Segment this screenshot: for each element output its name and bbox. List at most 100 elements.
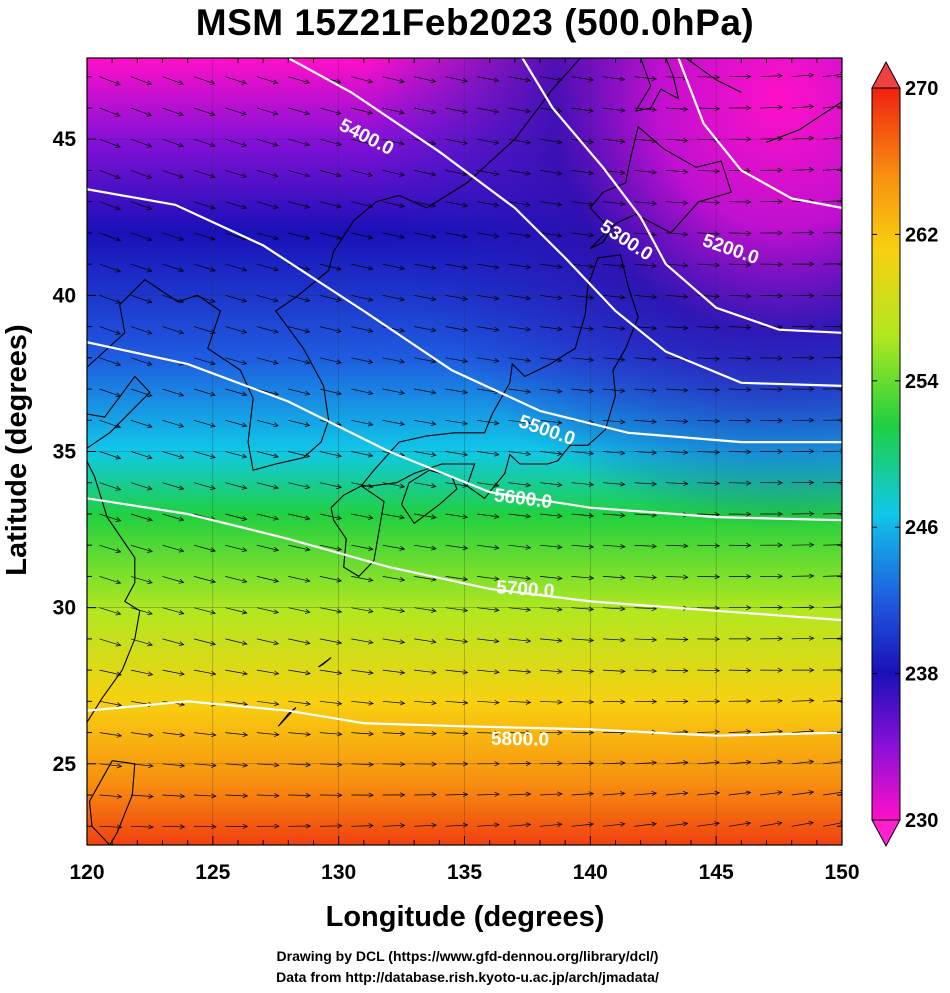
wind-vector-head xyxy=(430,327,437,333)
wind-vector xyxy=(193,388,216,396)
wind-vector xyxy=(823,761,842,765)
wind-vector-head xyxy=(336,110,342,115)
wind-vector-head xyxy=(273,515,279,521)
wind-vector xyxy=(351,544,373,550)
wind-vector-head xyxy=(305,701,311,707)
wind-vector-head xyxy=(588,201,595,207)
wind-vector xyxy=(445,544,468,549)
wind-vector-head xyxy=(430,389,437,395)
wind-vector-head xyxy=(745,821,752,827)
wind-vector xyxy=(791,606,814,609)
wind-vector-head xyxy=(431,761,438,767)
wind-vector xyxy=(539,482,562,486)
wind-vector xyxy=(162,544,184,552)
wind-vector-head xyxy=(146,80,153,86)
wind-vector xyxy=(697,232,720,235)
wind-vector xyxy=(602,232,625,236)
wind-vector xyxy=(225,544,247,552)
wind-vector xyxy=(571,388,594,392)
wind-vector xyxy=(193,794,216,797)
wind-vector xyxy=(256,794,279,797)
wind-vector-head xyxy=(462,358,469,364)
wind-vector-head xyxy=(241,422,248,428)
wind-vector-head xyxy=(209,298,216,303)
wind-vector xyxy=(99,357,121,366)
wind-vector xyxy=(256,107,279,115)
wind-vector xyxy=(760,822,782,827)
wind-vector xyxy=(539,762,563,765)
wind-vector xyxy=(539,232,562,237)
wind-vector xyxy=(351,482,373,488)
wind-vector xyxy=(539,607,562,611)
wind-vector-head xyxy=(304,297,311,303)
wind-vector-head xyxy=(525,699,532,705)
wind-vector xyxy=(256,170,279,177)
wind-vector xyxy=(539,294,562,299)
wind-vector-head xyxy=(588,575,595,581)
wind-vector xyxy=(130,170,152,179)
wind-vector-head xyxy=(714,199,721,205)
wind-vector xyxy=(225,700,248,705)
wind-vector xyxy=(634,823,657,827)
wind-vector xyxy=(256,732,279,736)
wind-vector xyxy=(256,326,279,333)
wind-vector-head xyxy=(777,104,783,110)
wind-vector xyxy=(697,731,720,733)
wind-vector-head xyxy=(651,169,658,175)
wind-vector-head xyxy=(683,481,689,487)
wind-vector-head xyxy=(304,484,311,490)
wind-vector xyxy=(760,791,783,796)
wind-vector-head xyxy=(336,141,342,147)
wind-vector-head xyxy=(808,324,815,330)
wind-vector xyxy=(445,201,468,207)
wind-vector-head xyxy=(178,267,185,273)
wind-vector xyxy=(665,451,688,454)
wind-vector xyxy=(571,294,594,299)
wind-vector-head xyxy=(399,109,405,115)
coast-russia-okhotsk xyxy=(685,58,742,93)
wind-vector-head xyxy=(115,361,122,366)
wind-vector-head xyxy=(431,669,437,675)
wind-vector xyxy=(477,419,499,424)
wind-vector xyxy=(791,700,814,702)
wind-vector-head xyxy=(777,480,783,486)
wind-vector-head xyxy=(273,266,279,272)
wind-vector-head xyxy=(399,577,406,582)
wind-vector-head xyxy=(146,111,153,117)
wind-vector-head xyxy=(588,791,595,797)
wind-vector-head xyxy=(777,261,784,267)
wind-vector xyxy=(288,201,310,208)
wind-vector-head xyxy=(557,699,563,705)
wind-vector-head xyxy=(494,791,500,797)
wind-vector-head xyxy=(682,231,689,237)
wind-vector xyxy=(256,76,279,84)
wind-vector xyxy=(602,607,625,610)
wind-vector-head xyxy=(210,732,217,738)
wind-vector xyxy=(728,761,751,765)
wind-vector xyxy=(225,107,247,115)
wind-vector xyxy=(193,638,216,645)
map-title: MSM 15Z21Feb2023 (500.0hPa) xyxy=(195,2,755,43)
wind-vector xyxy=(665,762,688,765)
wind-vector-head xyxy=(146,236,153,242)
wind-vector-head xyxy=(588,170,595,176)
wind-vector-head xyxy=(115,205,121,211)
wind-vector-head xyxy=(557,668,563,674)
wind-vector-head xyxy=(305,792,312,798)
wind-vector xyxy=(665,170,688,173)
wind-vector xyxy=(99,732,122,737)
wind-vector-head xyxy=(179,793,186,799)
wind-vector xyxy=(634,762,657,765)
wind-vector xyxy=(697,419,720,422)
wind-vector-head xyxy=(147,732,154,738)
wind-vector xyxy=(477,326,499,331)
wind-vector-head xyxy=(651,138,658,144)
wind-vector-head xyxy=(588,388,595,394)
wind-vector xyxy=(193,107,215,116)
wind-vector-head xyxy=(809,386,815,392)
wind-vector xyxy=(99,607,121,615)
wind-vector-head xyxy=(179,763,186,768)
wind-vector xyxy=(602,419,625,423)
wind-vector-head xyxy=(430,234,437,239)
wind-vector xyxy=(351,825,374,827)
